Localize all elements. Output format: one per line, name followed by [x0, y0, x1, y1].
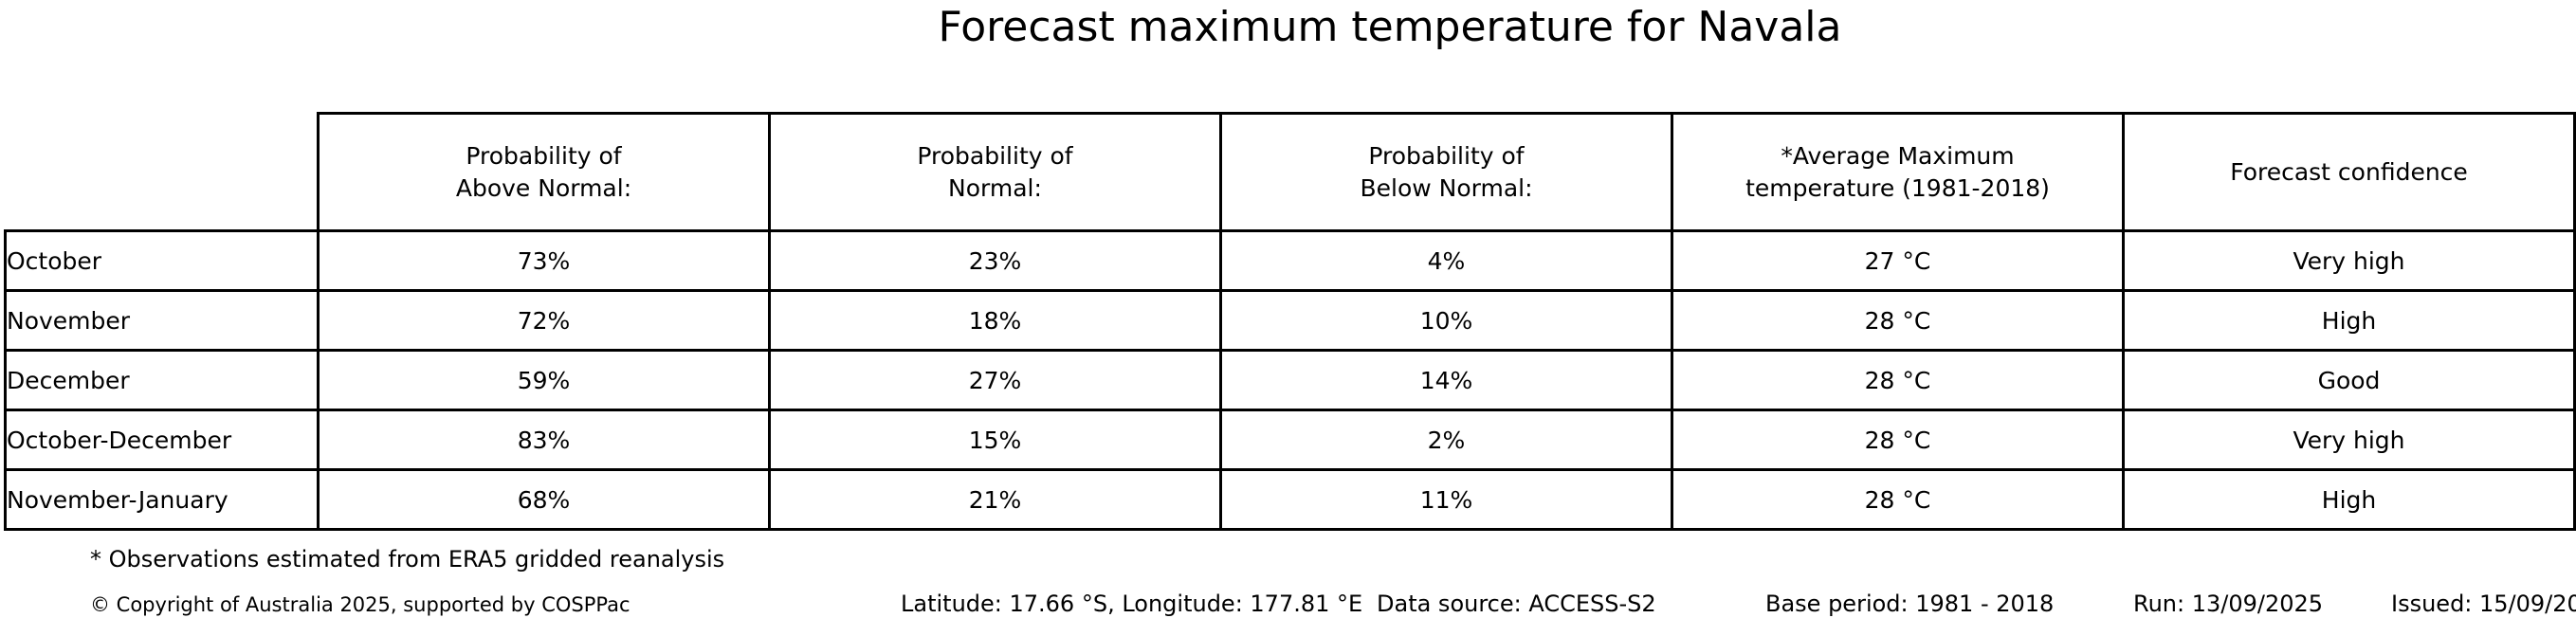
run-date-text: Run: 13/09/2025 [2133, 591, 2324, 617]
table-row-november: November 72% 18% 10% 28 °C High [4, 289, 2576, 352]
issued-date-text: Issued: 15/09/2025 [2391, 591, 2576, 617]
cell-above-normal: 72% [317, 289, 771, 352]
cell-period: December [4, 349, 320, 411]
cell-normal: 23% [768, 229, 1222, 292]
column-header-avg-max-temp: *Average Maximum temperature (1981-2018) [1671, 112, 2125, 232]
column-header-blank [6, 114, 319, 231]
cell-avg-max-temp: 27 °C [1671, 229, 2125, 292]
cell-above-normal: 73% [317, 229, 771, 292]
column-header-above-normal: Probability of Above Normal: [317, 112, 771, 232]
forecast-table-container: Probability of Above Normal: Probability… [4, 112, 2576, 531]
cell-forecast-confidence: High [2122, 289, 2576, 352]
cell-avg-max-temp: 28 °C [1671, 409, 2125, 471]
cell-above-normal: 68% [317, 468, 771, 531]
cell-forecast-confidence: Good [2122, 349, 2576, 411]
column-header-forecast-confidence: Forecast confidence [2122, 112, 2576, 232]
page-title: Forecast maximum temperature for Navala [938, 3, 1842, 51]
table-row-october: October 73% 23% 4% 27 °C Very high [4, 229, 2576, 292]
cell-period: October [4, 229, 320, 292]
table-row-october-december: October-December 83% 15% 2% 28 °C Very h… [4, 409, 2576, 471]
cell-forecast-confidence: High [2122, 468, 2576, 531]
cell-period: October-December [4, 409, 320, 471]
data-source-text: Data source: ACCESS-S2 [1377, 591, 1656, 617]
footnote: * Observations estimated from ERA5 gridd… [90, 546, 725, 573]
cell-forecast-confidence: Very high [2122, 229, 2576, 292]
cell-period: November-January [4, 468, 320, 531]
cell-above-normal: 59% [317, 349, 771, 411]
copyright-text: © Copyright of Australia 2025, supported… [90, 593, 630, 616]
cell-avg-max-temp: 28 °C [1671, 349, 2125, 411]
table-row-december: December 59% 27% 14% 28 °C Good [4, 349, 2576, 411]
cell-below-normal: 10% [1219, 289, 1673, 352]
column-header-normal: Probability of Normal: [768, 112, 1222, 232]
cell-period: November [4, 289, 320, 352]
forecast-table: Probability of Above Normal: Probability… [4, 112, 2576, 531]
location-text: Latitude: 17.66 °S, Longitude: 177.81 °E [901, 591, 1363, 617]
column-header-below-normal: Probability of Below Normal: [1219, 112, 1673, 232]
table-row-november-january: November-January 68% 21% 11% 28 °C High [4, 468, 2576, 531]
cell-below-normal: 4% [1219, 229, 1673, 292]
cell-below-normal: 14% [1219, 349, 1673, 411]
header-row: Probability of Above Normal: Probability… [6, 112, 2576, 232]
cell-avg-max-temp: 28 °C [1671, 468, 2125, 531]
cell-forecast-confidence: Very high [2122, 409, 2576, 471]
cell-below-normal: 11% [1219, 468, 1673, 531]
cell-above-normal: 83% [317, 409, 771, 471]
cell-normal: 27% [768, 349, 1222, 411]
cell-normal: 15% [768, 409, 1222, 471]
cell-normal: 18% [768, 289, 1222, 352]
cell-avg-max-temp: 28 °C [1671, 289, 2125, 352]
cell-normal: 21% [768, 468, 1222, 531]
base-period-text: Base period: 1981 - 2018 [1765, 591, 2055, 617]
cell-below-normal: 2% [1219, 409, 1673, 471]
